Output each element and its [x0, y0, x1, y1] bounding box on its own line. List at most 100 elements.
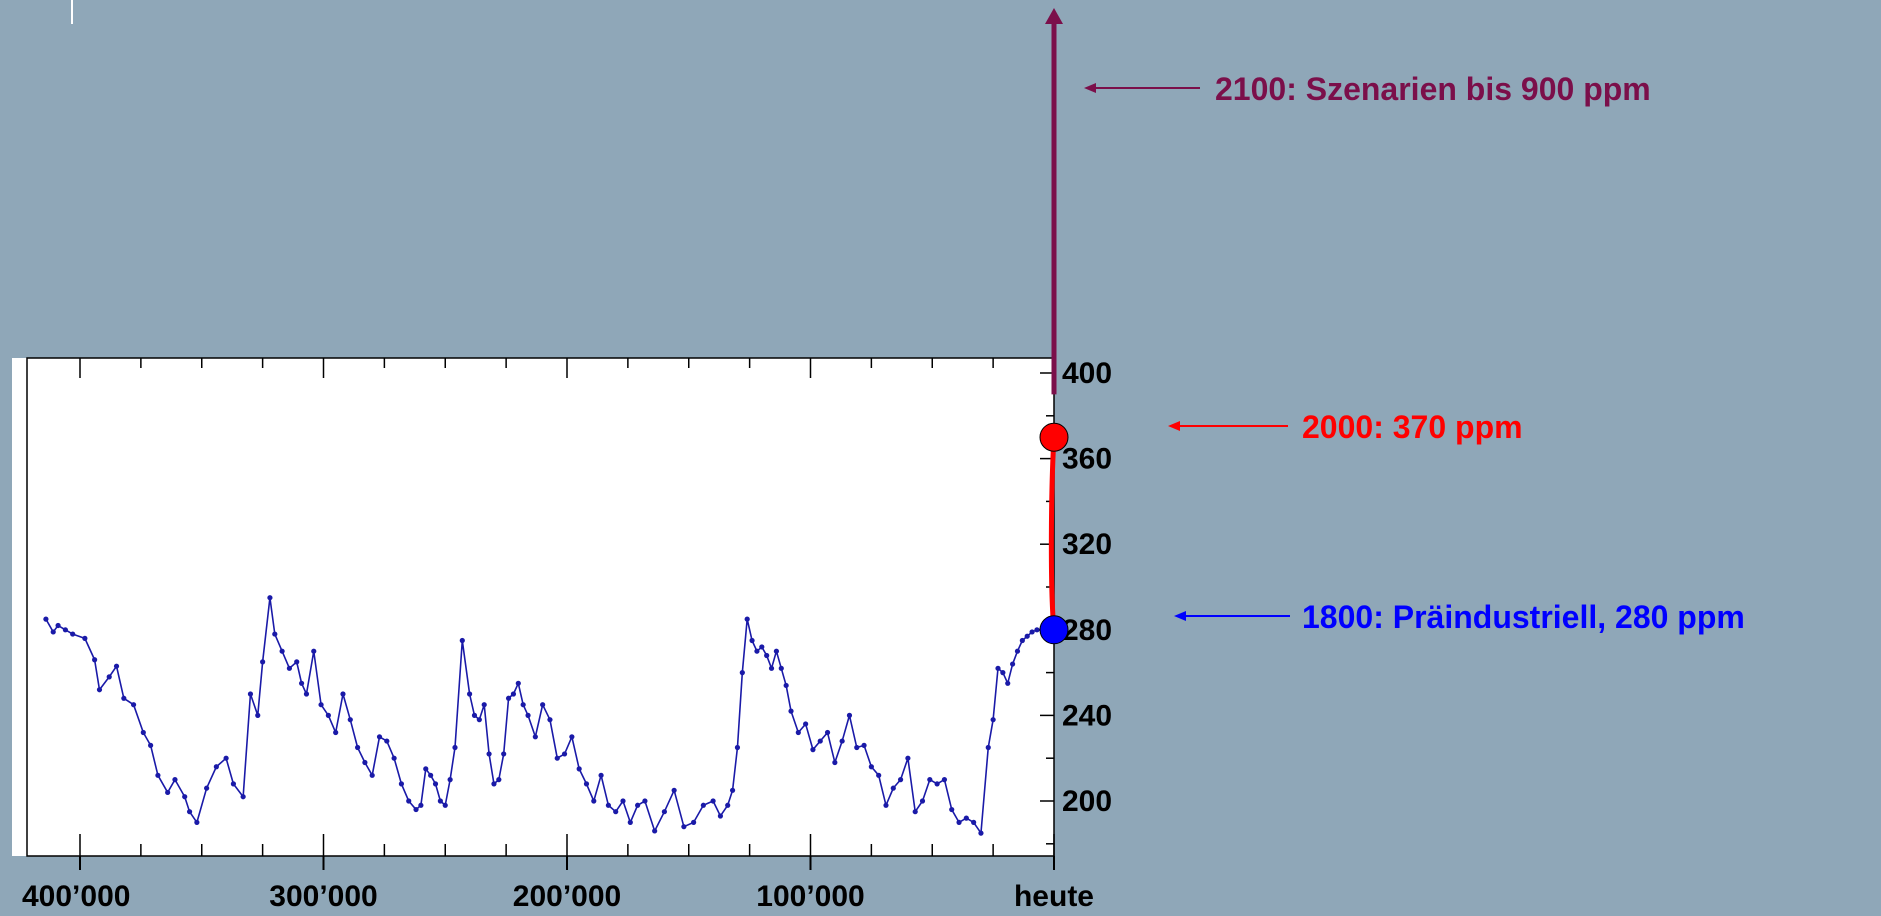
annotation-1800-text: 1800: Präindustriell, 280 ppm [1302, 599, 1745, 635]
x-axis-tick-labels: 400’000 300’000 200’000 100’000 heute [22, 880, 1094, 913]
data-point [949, 806, 955, 813]
x-tick-label: heute [1014, 880, 1094, 913]
annotation-2100-text: 2100: Szenarien bis 900 ppm [1215, 71, 1651, 107]
plot-area [12, 357, 1055, 857]
data-point [354, 744, 361, 751]
data-point [605, 802, 611, 808]
data-point [995, 665, 1001, 671]
data-point [432, 781, 439, 787]
data-point [717, 813, 724, 819]
data-point [182, 794, 188, 800]
data-point [778, 665, 784, 671]
data-point [496, 777, 502, 783]
data-point [165, 789, 171, 796]
annotation-1800: 1800: Präindustriell, 280 ppm [1174, 599, 1745, 635]
data-point [591, 798, 597, 804]
data-point [817, 738, 823, 744]
data-point [260, 659, 266, 665]
data-point [547, 717, 553, 723]
data-point [1005, 680, 1011, 686]
y-tick-label: 240 [1062, 699, 1112, 732]
data-point [1019, 637, 1025, 644]
plot-background [12, 358, 1054, 856]
data-point [106, 674, 112, 680]
data-point [569, 734, 575, 740]
data-point [82, 635, 88, 641]
data-point [140, 729, 146, 736]
annotation-2100: 2100: Szenarien bis 900 ppm [1084, 71, 1651, 107]
data-point [272, 631, 278, 637]
data-point [267, 595, 273, 601]
data-point [620, 798, 626, 804]
data-point [194, 819, 200, 826]
data-point [384, 738, 390, 744]
data-point [491, 781, 497, 787]
data-point [130, 702, 137, 708]
data-point [725, 802, 731, 808]
data-point [912, 809, 918, 815]
data-point [754, 648, 760, 654]
data-point [340, 691, 346, 697]
y-tick-label: 320 [1062, 528, 1112, 561]
data-point [279, 648, 285, 654]
data-point [861, 742, 867, 748]
data-point [230, 781, 237, 787]
annotation-1800-arrowhead [1174, 611, 1186, 621]
data-point [773, 648, 780, 654]
data-point [398, 781, 405, 787]
data-point [846, 712, 853, 719]
data-point [481, 702, 487, 708]
data-point [62, 627, 68, 633]
x-tick-label: 100’000 [756, 880, 864, 913]
data-point [92, 657, 98, 663]
data-point [627, 819, 633, 826]
data-point [442, 802, 448, 808]
data-point [739, 670, 745, 676]
data-point [406, 798, 412, 804]
data-point [576, 766, 582, 772]
data-point [186, 809, 193, 815]
data-point [325, 712, 331, 719]
data-point [897, 777, 904, 783]
data-point [121, 695, 127, 701]
data-point [985, 744, 991, 751]
marker-2000 [1039, 422, 1069, 452]
data-point [734, 744, 741, 751]
data-point [561, 751, 568, 757]
data-point [50, 629, 56, 635]
data-point [839, 738, 845, 744]
data-point [148, 742, 154, 748]
data-point [978, 830, 984, 836]
data-point [854, 744, 860, 751]
data-point [803, 721, 809, 727]
data-point [905, 755, 911, 761]
data-point [96, 687, 103, 693]
data-point [423, 766, 429, 772]
data-point [318, 702, 324, 708]
annotation-2100-arrowhead [1084, 83, 1096, 93]
y-tick-label: 400 [1062, 357, 1112, 390]
data-point [391, 755, 397, 761]
data-point [824, 729, 831, 736]
data-point [515, 680, 521, 686]
data-point [362, 759, 368, 766]
data-point [303, 691, 310, 697]
data-point [963, 815, 969, 821]
data-point [1034, 627, 1040, 633]
data-point [613, 809, 619, 815]
data-point [501, 751, 507, 757]
data-point [255, 712, 261, 719]
data-point [240, 794, 246, 800]
data-point [376, 734, 383, 740]
data-point [43, 616, 49, 622]
data-point [768, 665, 775, 671]
data-point [1024, 633, 1030, 639]
data-point [890, 785, 896, 791]
data-point [941, 777, 948, 783]
data-point [1014, 648, 1021, 654]
data-point [927, 777, 933, 783]
y-tick-label: 360 [1062, 443, 1112, 476]
data-point [710, 798, 716, 804]
marker-1800 [1039, 615, 1069, 645]
